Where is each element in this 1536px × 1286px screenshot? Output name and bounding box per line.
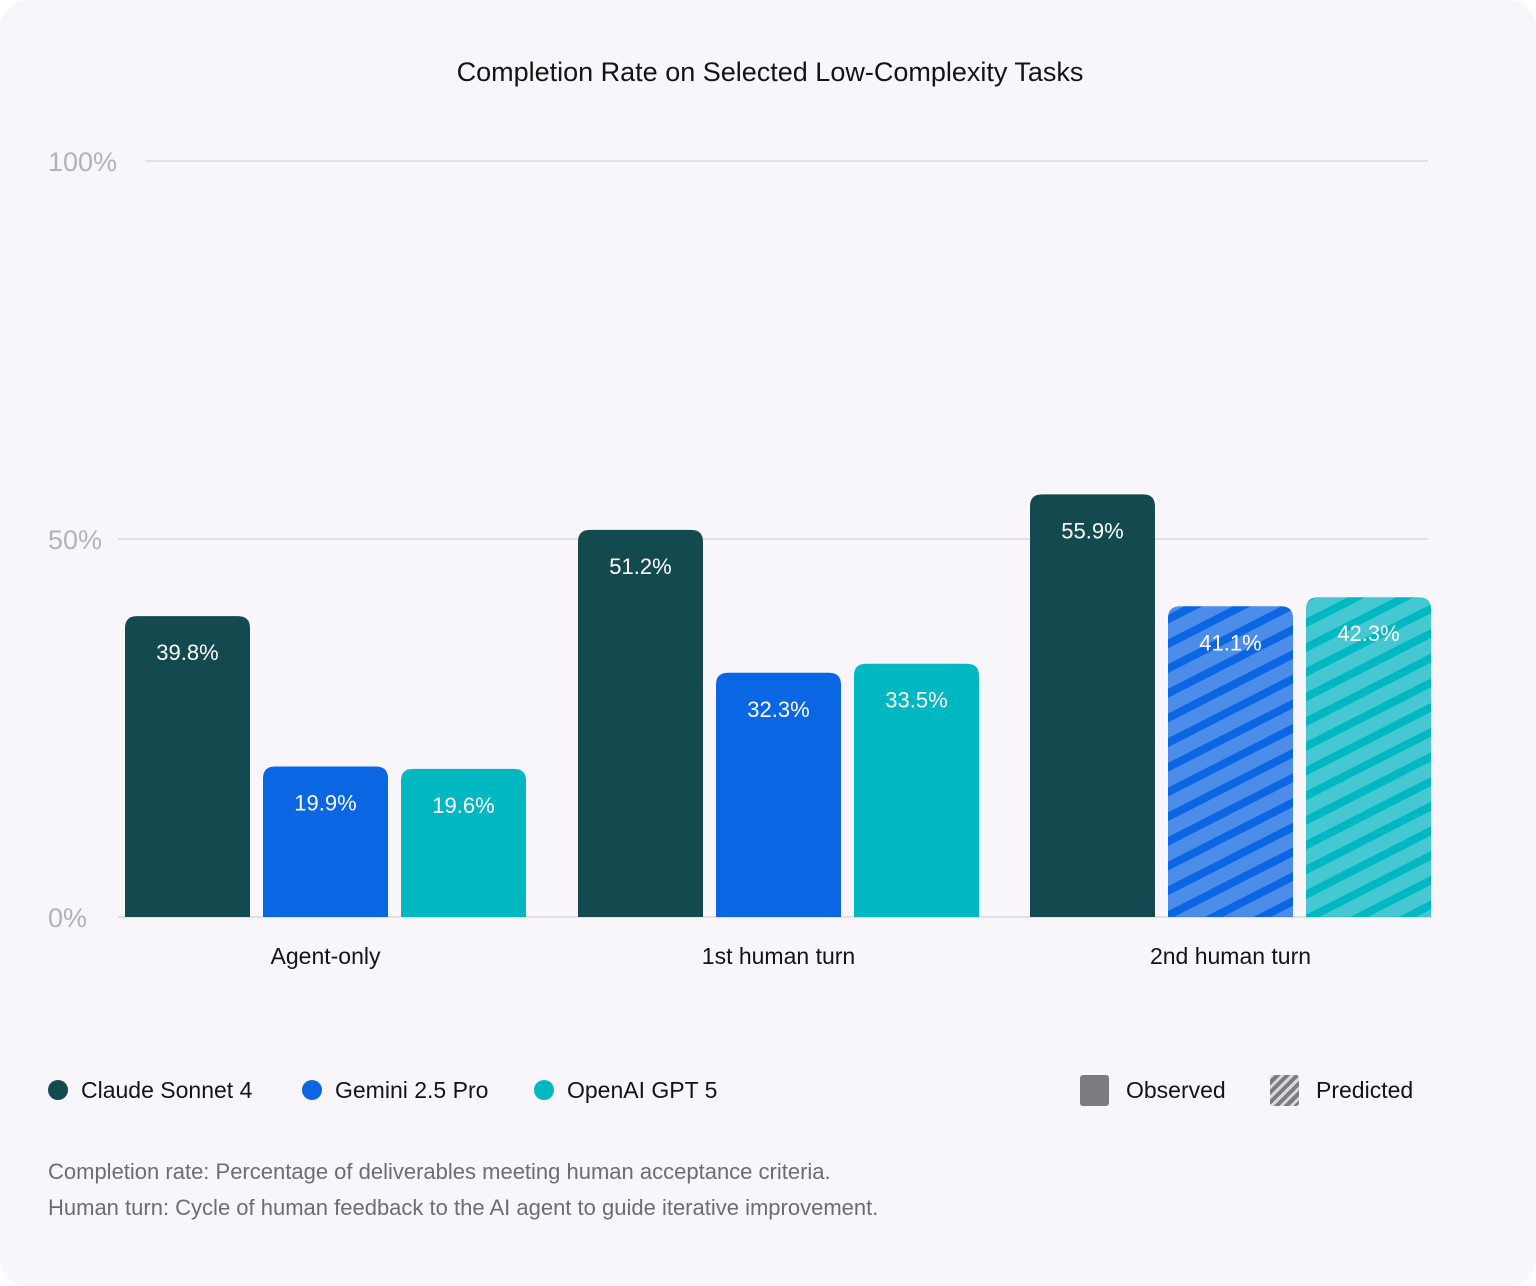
x-category-label: Agent-only [271,943,381,969]
bar-1st-human-turn-series-3 [854,663,979,917]
footnotes: Completion rate: Percentage of deliverab… [48,1154,878,1226]
bar-chart: Completion Rate on Selected Low-Complexi… [48,57,1431,969]
legend-item-gpt: OpenAI GPT 5 [534,1072,717,1108]
bar-value-label: 19.6% [432,793,494,818]
legend-label-gpt: OpenAI GPT 5 [567,1076,718,1103]
bar-value-label: 51.2% [609,554,671,579]
bar-2nd-human-turn-series-3 [1306,597,1431,917]
bar-value-label: 32.3% [747,697,809,722]
bars [125,494,1431,917]
predicted-swatch [1270,1074,1299,1106]
legend-item-claude: Claude Sonnet 4 [48,1072,252,1108]
bar-2nd-human-turn-series-2 [1168,606,1293,917]
chart-title: Completion Rate on Selected Low-Complexi… [457,57,1084,87]
bar-value-label: 39.8% [156,640,218,665]
legend-label-gemini: Gemini 2.5 Pro [335,1076,489,1103]
legend-label-observed: Observed [1126,1076,1226,1103]
legend-item-observed: Observed [1080,1072,1226,1108]
legend-dot-gpt [534,1080,554,1100]
bar-1st-human-turn-series-1 [578,529,703,917]
legend-item-gemini: Gemini 2.5 Pro [302,1072,488,1108]
bar-2nd-human-turn-series-1 [1030,494,1155,917]
legend-item-predicted: Predicted [1270,1072,1413,1108]
bar-value-label: 19.9% [294,791,356,816]
y-tick-label: 100% [48,147,117,177]
footnote-completion-rate: Completion rate: Percentage of deliverab… [48,1159,831,1184]
bar-value-label: 33.5% [885,688,947,713]
legend-label-predicted: Predicted [1316,1076,1414,1103]
legend-label-claude: Claude Sonnet 4 [81,1076,253,1103]
bar-1st-human-turn-series-2 [716,672,841,917]
footnote-human-turn: Human turn: Cycle of human feedback to t… [48,1195,879,1220]
bar-value-label: 41.1% [1199,630,1261,655]
legend-dot-claude [48,1080,68,1100]
bar-agent-only-series-3 [401,768,526,917]
x-axis: Agent-only 1st human turn 2nd human turn [271,943,1312,969]
legend-dot-gemini [302,1080,322,1100]
bar-agent-only-series-2 [263,766,388,917]
observed-swatch [1080,1074,1109,1106]
y-tick-label: 0% [48,903,87,933]
bar-agent-only-series-1 [125,616,250,917]
legend: Claude Sonnet 4 Gemini 2.5 Pro OpenAI GP… [48,1072,1438,1108]
bar-value-label: 55.9% [1061,518,1123,543]
x-category-label: 1st human turn [702,943,855,969]
data-labels: 39.8% 19.9% 19.6% 51.2% 32.3% 33.5% 55.9% 41.1%… [156,518,1399,817]
y-tick-label: 50% [48,525,102,555]
x-category-label: 2nd human turn [1150,943,1311,969]
bar-value-label: 42.3% [1337,621,1399,646]
